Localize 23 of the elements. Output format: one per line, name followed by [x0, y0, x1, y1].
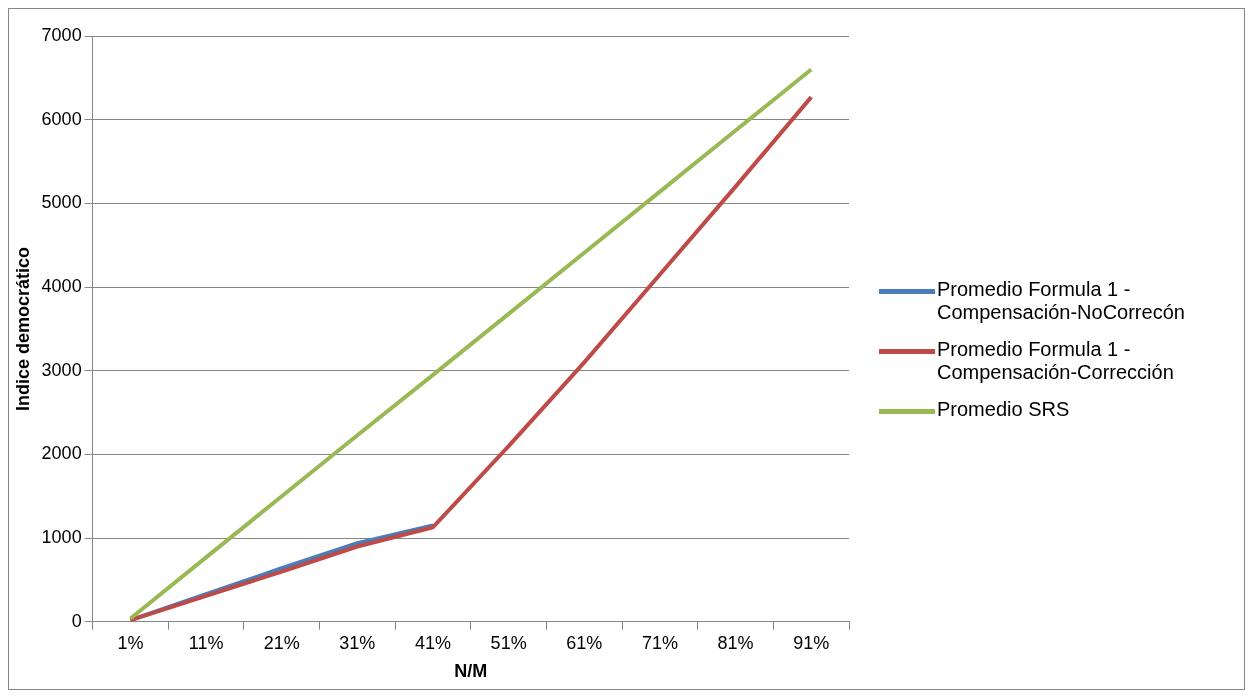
- x-tick-label: 51%: [490, 632, 527, 653]
- x-tick-label: 21%: [263, 632, 300, 653]
- x-tick-label: 11%: [188, 632, 224, 653]
- x-axis-title: N/M: [454, 661, 488, 682]
- y-axis-title: Indice democrático: [12, 246, 33, 411]
- legend-label: Promedio SRS: [937, 397, 1070, 421]
- y-tick-label: 2000: [41, 443, 82, 464]
- y-tick-label: 4000: [41, 276, 82, 297]
- x-tick-label: 71%: [641, 632, 678, 653]
- y-tick-label: 6000: [41, 108, 82, 129]
- x-tick-label: 41%: [414, 632, 452, 653]
- y-tick-label: 0: [71, 610, 82, 631]
- x-tick-label: 31%: [339, 632, 376, 653]
- y-tick-label: 1000: [41, 527, 82, 548]
- y-tick-label: 5000: [41, 192, 82, 213]
- y-tick-label: 3000: [41, 359, 82, 380]
- legend-label: Promedio Formula 1 - Compensación-NoCorrecón: [937, 277, 1186, 324]
- y-tick-label: 7000: [41, 24, 82, 45]
- x-tick-label: 81%: [717, 632, 754, 653]
- x-tick-label: 91%: [793, 632, 830, 653]
- legend-label: Promedio Formula 1 - Compensación-Corrección: [937, 337, 1175, 384]
- x-tick-label: 61%: [566, 632, 603, 653]
- x-tick-label: 1%: [117, 632, 144, 653]
